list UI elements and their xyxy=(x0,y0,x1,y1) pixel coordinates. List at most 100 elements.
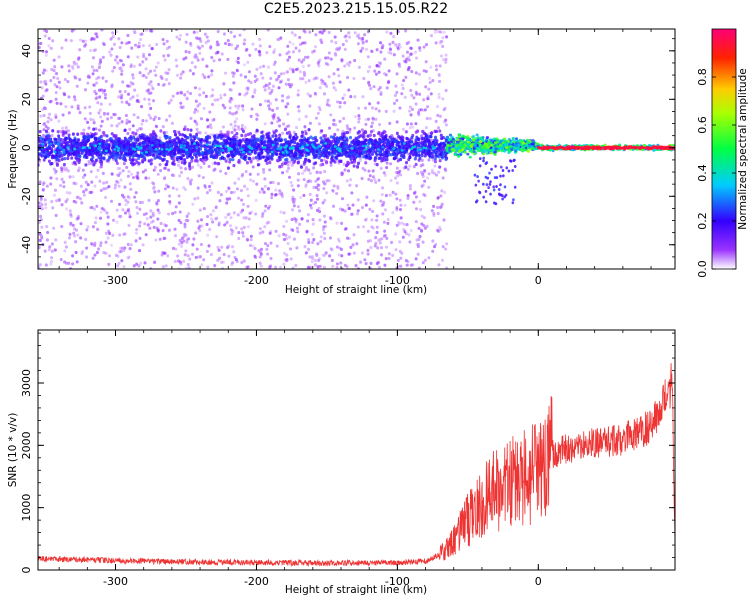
heatmap-cell xyxy=(363,33,367,37)
heatmap-cell xyxy=(198,208,202,212)
heatmap-cell xyxy=(375,225,379,229)
heatmap-cell xyxy=(299,195,303,200)
heatmap-cell xyxy=(262,170,266,174)
heatmap-cell xyxy=(221,134,225,139)
heatmap-cell xyxy=(209,94,213,99)
heatmap-cell xyxy=(441,145,445,149)
heatmap-cell xyxy=(302,29,306,33)
heatmap-cell xyxy=(184,167,188,171)
heatmap-cell xyxy=(187,237,191,241)
heatmap-cell xyxy=(420,153,424,158)
heatmap-cell xyxy=(398,249,402,254)
heatmap-cell xyxy=(258,53,262,57)
heatmap-cell xyxy=(332,118,336,122)
heatmap-cell xyxy=(47,152,51,156)
heatmap-cell xyxy=(99,60,103,64)
heatmap-cell xyxy=(397,222,401,226)
heatmap-cell xyxy=(125,165,129,170)
heatmap-cell xyxy=(298,155,302,160)
heatmap-cell xyxy=(249,234,253,238)
heatmap-cell xyxy=(86,183,90,187)
heatmap-cell xyxy=(390,143,394,147)
heatmap-cell xyxy=(115,173,119,177)
heatmap-cell xyxy=(41,134,45,138)
heatmap-cell xyxy=(258,190,262,194)
heatmap-cell xyxy=(269,101,273,106)
heatmap-cell xyxy=(169,98,173,102)
heatmap-cell xyxy=(362,225,366,229)
heatmap-cell xyxy=(318,108,322,112)
heatmap-cell xyxy=(99,88,103,92)
heatmap-cell xyxy=(437,92,441,96)
heatmap-cell xyxy=(347,252,351,256)
heatmap-cell xyxy=(406,259,410,264)
heatmap-cell xyxy=(396,140,400,145)
heatmap-cell xyxy=(311,240,315,244)
heatmap-cell xyxy=(105,211,109,215)
heatmap-cell xyxy=(356,165,360,169)
heatmap-cell xyxy=(225,220,229,224)
heatmap-cell xyxy=(116,166,120,171)
heatmap-cell xyxy=(350,140,354,144)
heatmap-cell xyxy=(424,149,428,153)
heatmap-cell xyxy=(445,266,449,269)
heatmap-cell xyxy=(175,64,179,68)
heatmap-cell xyxy=(109,116,113,120)
heatmap-cell xyxy=(39,214,43,218)
heatmap-cell xyxy=(255,117,259,121)
heatmap-cell xyxy=(288,133,292,137)
heatmap-cell xyxy=(258,44,262,48)
heatmap-cell xyxy=(360,128,364,132)
heatmap-cell xyxy=(43,34,47,38)
heatmap-cell xyxy=(102,113,106,117)
heatmap-cell xyxy=(333,51,337,56)
heatmap-cell xyxy=(434,135,438,140)
heatmap-cell xyxy=(109,53,113,57)
heatmap-cell xyxy=(431,78,435,83)
heatmap-cell xyxy=(91,256,95,260)
heatmap-cell xyxy=(330,258,334,263)
heatmap-cell xyxy=(150,84,154,88)
heatmap-cell xyxy=(341,135,345,139)
heatmap-cell xyxy=(136,171,140,175)
heatmap-cell xyxy=(329,141,333,145)
heatmap-cell xyxy=(109,37,113,41)
heatmap-cell xyxy=(353,58,357,63)
heatmap-cell xyxy=(234,46,238,51)
heatmap-cell xyxy=(340,221,344,225)
heatmap-cell xyxy=(197,174,201,178)
heatmap-cell xyxy=(100,165,104,169)
heatmap-cell xyxy=(57,134,61,138)
heatmap-cell xyxy=(225,149,229,154)
heatmap-cell xyxy=(180,244,184,249)
heatmap-cell xyxy=(221,125,225,129)
heatmap-cell xyxy=(302,58,306,62)
heatmap-cell xyxy=(412,96,416,100)
heatmap-cell xyxy=(54,115,58,119)
heatmap-cell xyxy=(44,82,48,86)
heatmap-cell xyxy=(352,76,356,81)
heatmap-cell xyxy=(140,122,144,126)
heatmap-cell xyxy=(184,50,188,54)
heatmap-cell xyxy=(83,106,87,110)
heatmap-cell xyxy=(158,143,162,148)
heatmap-cell xyxy=(183,225,187,229)
heatmap-cell xyxy=(108,50,112,54)
heatmap-cell xyxy=(217,221,221,225)
heatmap-cell xyxy=(424,85,428,89)
heatmap-cell xyxy=(187,50,191,54)
heatmap-cell xyxy=(368,102,372,106)
heatmap-cell xyxy=(319,235,323,239)
heatmap-cell xyxy=(314,161,318,165)
heatmap-cell xyxy=(229,216,233,220)
heatmap-cell xyxy=(377,142,381,146)
heatmap-cell xyxy=(242,42,246,46)
heatmap-cell xyxy=(104,240,108,244)
heatmap-cell xyxy=(72,60,76,64)
heatmap-cell xyxy=(375,218,379,222)
heatmap-cell xyxy=(341,42,345,47)
heatmap-cell xyxy=(442,108,446,112)
heatmap-cell xyxy=(210,102,214,107)
heatmap-cell xyxy=(379,199,383,203)
heatmap-cell xyxy=(435,68,439,72)
